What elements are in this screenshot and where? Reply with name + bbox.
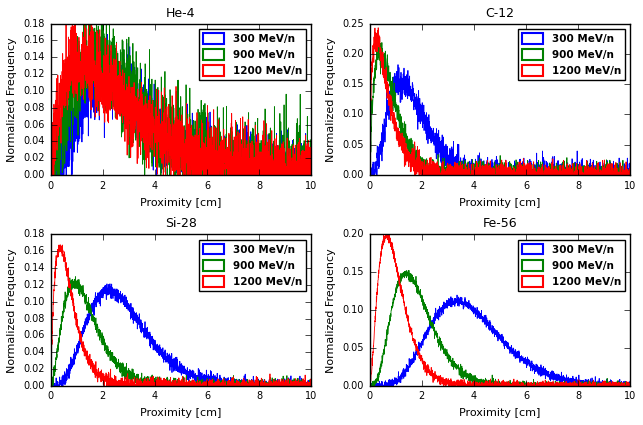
Title: He-4: He-4 [166, 7, 195, 20]
X-axis label: Proximity [cm]: Proximity [cm] [459, 198, 541, 207]
X-axis label: Proximity [cm]: Proximity [cm] [140, 198, 222, 207]
Legend: 300 MeV/n, 900 MeV/n, 1200 MeV/n: 300 MeV/n, 900 MeV/n, 1200 MeV/n [518, 29, 625, 80]
Y-axis label: Normalized Frequency: Normalized Frequency [6, 248, 17, 373]
Legend: 300 MeV/n, 900 MeV/n, 1200 MeV/n: 300 MeV/n, 900 MeV/n, 1200 MeV/n [518, 240, 625, 291]
Y-axis label: Normalized Frequency: Normalized Frequency [6, 37, 17, 162]
Legend: 300 MeV/n, 900 MeV/n, 1200 MeV/n: 300 MeV/n, 900 MeV/n, 1200 MeV/n [199, 240, 306, 291]
Title: C-12: C-12 [485, 7, 514, 20]
Legend: 300 MeV/n, 900 MeV/n, 1200 MeV/n: 300 MeV/n, 900 MeV/n, 1200 MeV/n [199, 29, 306, 80]
Title: Si-28: Si-28 [165, 218, 197, 230]
Title: Fe-56: Fe-56 [483, 218, 517, 230]
X-axis label: Proximity [cm]: Proximity [cm] [459, 408, 541, 418]
Y-axis label: Normalized Frequency: Normalized Frequency [325, 37, 336, 162]
X-axis label: Proximity [cm]: Proximity [cm] [140, 408, 222, 418]
Y-axis label: Normalized Frequency: Normalized Frequency [326, 248, 336, 373]
